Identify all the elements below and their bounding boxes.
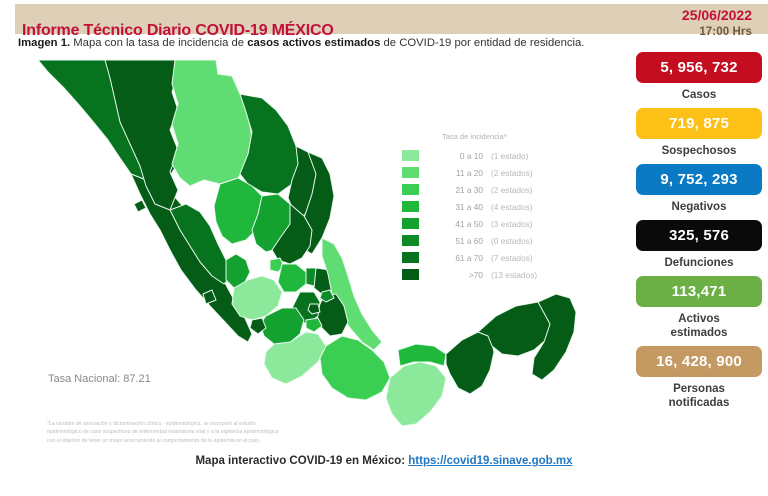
legend-title: Tasa de incidencia* bbox=[442, 132, 507, 141]
legend-range-label: 41 a 50 bbox=[455, 218, 483, 229]
legend-swatch bbox=[402, 201, 419, 212]
legend-swatch bbox=[402, 218, 419, 229]
header-band bbox=[15, 4, 768, 34]
legend-count-label: (0 estados) bbox=[491, 235, 533, 246]
legend-range-label: 0 a 10 bbox=[459, 150, 483, 161]
state-chiapas[interactable] bbox=[385, 361, 447, 427]
legend-row: 0 a 10 (1 estado) bbox=[402, 147, 587, 164]
mexico-map-svg[interactable] bbox=[0, 54, 630, 446]
stat-label: Activos estimados bbox=[670, 313, 728, 340]
stat-label: Sospechosos bbox=[661, 145, 737, 158]
state-durango[interactable] bbox=[213, 177, 265, 245]
legend-range-label: 51 a 60 bbox=[455, 235, 483, 246]
state-tlaxcala[interactable] bbox=[319, 289, 335, 303]
legend-swatch bbox=[402, 269, 419, 280]
legend-row: 21 a 30 (2 estados) bbox=[402, 181, 587, 198]
legend-row: >70 (13 estados) bbox=[402, 266, 587, 283]
state-quintana-roo[interactable] bbox=[531, 293, 577, 381]
report-time: 17:00 Hrs bbox=[699, 25, 752, 38]
state-guerrero[interactable] bbox=[263, 331, 327, 385]
caption-text-1: Mapa con la tasa de incidencia de bbox=[70, 37, 248, 49]
map-footnote: "La variable de asociación y dictaminaci… bbox=[47, 420, 407, 446]
state-veracruz[interactable] bbox=[321, 237, 383, 351]
legend-count-label: (3 estados) bbox=[491, 218, 533, 229]
mexico-incidence-map[interactable]: Tasa Nacional: 87.21 "La variable de aso… bbox=[0, 54, 630, 446]
legend-count-label: (4 estados) bbox=[491, 201, 533, 212]
stat-value-pill: 16, 428, 900 bbox=[636, 346, 762, 378]
footnote-paragraph-line: con el objetivo de tener un mejor acerca… bbox=[47, 437, 261, 444]
stat-value-pill: 719, 875 bbox=[636, 108, 762, 140]
legend-row: 61 a 70 (7 estados) bbox=[402, 249, 587, 266]
state-morelos[interactable] bbox=[305, 317, 323, 333]
state-oaxaca[interactable] bbox=[319, 335, 391, 401]
legend-row: 11 a 20 (2 estados) bbox=[402, 164, 587, 181]
stat-value-pill: 325, 576 bbox=[636, 220, 762, 252]
state-island-2 bbox=[133, 199, 147, 213]
legend-swatch bbox=[402, 150, 419, 161]
state-ciudad-de-mexico[interactable] bbox=[307, 303, 321, 315]
legend-range-label: >70 bbox=[468, 269, 483, 280]
state-jalisco[interactable] bbox=[231, 275, 283, 321]
map-legend: Tasa de incidencia* 0 a 10 (1 estado) 11 a… bbox=[402, 132, 587, 283]
stat-value-pill: 5, 956, 732 bbox=[636, 52, 762, 83]
state-campeche[interactable] bbox=[445, 331, 495, 395]
stat-label: Casos bbox=[681, 89, 717, 101]
caption-emphasis: casos activos estimados bbox=[247, 37, 381, 49]
footer-interactive-map: Mapa interactivo COVID-19 en México: htt… bbox=[0, 455, 768, 467]
figure-caption: Imagen 1. Mapa con la tasa de incidencia… bbox=[18, 37, 584, 49]
stat-label: Defunciones bbox=[664, 257, 734, 270]
stat-value-pill: 113,471 bbox=[636, 276, 762, 308]
state-colima[interactable] bbox=[249, 317, 267, 335]
caption-text-2: de COVID-19 por entidad de residencia. bbox=[380, 37, 585, 49]
interactive-map-link[interactable]: https://covid19.sinave.gob.mx bbox=[408, 455, 573, 467]
caption-prefix: Imagen 1. bbox=[18, 37, 71, 49]
footnote-paragraph-line: "La variable de asociación y dictaminaci… bbox=[47, 421, 256, 427]
legend-count-label: (2 estados) bbox=[491, 184, 533, 195]
legend-row: 31 a 40 (4 estados) bbox=[402, 198, 587, 215]
footer-text: Mapa interactivo COVID-19 en México: bbox=[195, 455, 409, 467]
legend-count-label: (2 estados) bbox=[491, 167, 533, 178]
legend-range-label: 61 a 70 bbox=[455, 252, 483, 263]
statistics-sidebar: 5, 956, 732 Casos 719, 875 Sospechosos 9, 75… bbox=[636, 52, 762, 416]
footnote-paragraph-line: epidemiológico de caso sospechoso de enf… bbox=[47, 429, 279, 436]
state-chihuahua[interactable] bbox=[171, 59, 253, 187]
report-datetime: 25/06/2022 17:00 Hrs bbox=[682, 6, 752, 40]
legend-swatch bbox=[402, 252, 419, 263]
tasa-nacional-label: Tasa Nacional: 87.21 bbox=[48, 373, 151, 385]
legend-swatch bbox=[402, 184, 419, 195]
legend-range-label: 11 a 20 bbox=[455, 167, 483, 178]
stat-label: Negativos bbox=[671, 201, 727, 214]
legend-rows: 0 a 10 (1 estado) 11 a 20 (2 estados) 21 a 3… bbox=[402, 147, 587, 283]
legend-swatch bbox=[402, 167, 419, 178]
report-date: 25/06/2022 bbox=[681, 7, 752, 23]
state-island-3 bbox=[202, 289, 217, 305]
legend-count-label: (1 estado) bbox=[491, 150, 529, 161]
state-guanajuato[interactable] bbox=[277, 263, 307, 293]
legend-count-label: (13 estados) bbox=[491, 269, 538, 280]
legend-row: 51 a 60 (0 estados) bbox=[402, 232, 587, 249]
legend-swatch bbox=[402, 235, 419, 246]
state-tabasco[interactable] bbox=[397, 343, 447, 367]
footnote-paragraph: "La variable de asociación y dictaminaci… bbox=[47, 420, 407, 445]
legend-range-label: 31 a 40 bbox=[455, 201, 483, 212]
legend-range-label: 21 a 30 bbox=[455, 184, 483, 195]
page-title: Informe Técnico Diario COVID-19 MÉXICO bbox=[22, 22, 334, 39]
legend-row: 41 a 50 (3 estados) bbox=[402, 215, 587, 232]
stat-value-pill: 9, 752, 293 bbox=[636, 164, 762, 196]
stat-label: Personas notificadas bbox=[668, 383, 730, 410]
legend-count-label: (7 estados) bbox=[491, 252, 533, 263]
state-nayarit[interactable] bbox=[225, 253, 251, 289]
